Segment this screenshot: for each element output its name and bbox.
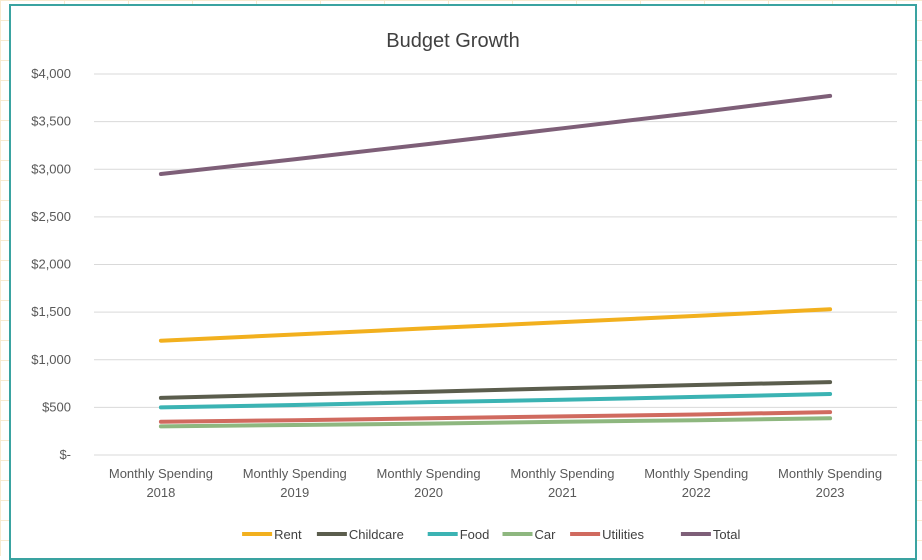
legend-label-car: Car bbox=[535, 527, 557, 542]
chart-title: Budget Growth bbox=[386, 30, 519, 52]
y-axis: $- $500 $1,000 $1,500 $2,000 $2,500 $3,000 $3,5… bbox=[31, 66, 71, 462]
y-tick-label: $500 bbox=[42, 399, 71, 414]
legend-label-childcare: Childcare bbox=[349, 527, 404, 542]
series-lines bbox=[161, 96, 830, 427]
legend-label-rent: Rent bbox=[274, 527, 302, 542]
y-tick-label: $3,000 bbox=[31, 161, 71, 176]
y-tick-label: $4,000 bbox=[31, 66, 71, 81]
series-line-rent bbox=[161, 309, 830, 340]
line-chart: Budget Growth $- $500 $1,000 $1,500 $2,000 $2… bbox=[11, 6, 915, 558]
y-tick-label: $- bbox=[59, 447, 71, 462]
legend-label-food: Food bbox=[460, 527, 490, 542]
chart-container[interactable]: Budget Growth $- $500 $1,000 $1,500 $2,000 $2… bbox=[9, 4, 917, 560]
legend-label-total: Total bbox=[713, 527, 741, 542]
series-line-total bbox=[161, 96, 830, 174]
y-tick-label: $2,500 bbox=[31, 209, 71, 224]
legend-label-utilities: Utilities bbox=[602, 527, 644, 542]
y-tick-label: $3,500 bbox=[31, 114, 71, 129]
y-tick-label: $1,500 bbox=[31, 304, 71, 319]
y-tick-label: $1,000 bbox=[31, 352, 71, 367]
y-tick-label: $2,000 bbox=[31, 257, 71, 272]
legend: Rent Childcare Food Car Utilities Total bbox=[242, 527, 740, 542]
